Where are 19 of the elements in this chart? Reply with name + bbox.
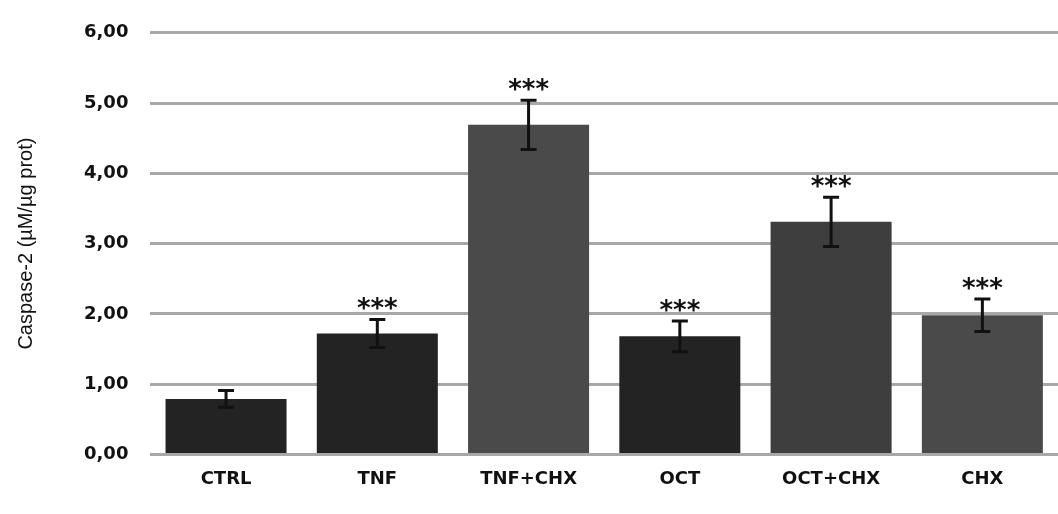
annotation: *** [508, 74, 550, 105]
x-tick-label: TNF+CHX [480, 466, 578, 488]
annotation: *** [961, 272, 1004, 303]
y-tick-label: 4,00 [83, 161, 129, 183]
y-axis-title: Caspase-2 (µM/µg prot) [13, 137, 36, 350]
x-tick-label: CTRL [200, 466, 252, 488]
x-tick-label: OCT+CHX [782, 466, 881, 488]
annotation: *** [356, 293, 399, 324]
y-tick-label: 1,00 [83, 371, 129, 393]
annotation: *** [810, 170, 852, 201]
y-tick-label: 5,00 [83, 90, 129, 112]
x-tick-label: OCT [659, 466, 701, 488]
y-tick-label: 3,00 [83, 231, 129, 253]
y-tick-label: 2,00 [83, 301, 129, 323]
y-tick-label: 0,00 [83, 442, 129, 464]
x-tick-label: CHX [961, 466, 1004, 488]
x-tick-label: TNF [357, 466, 398, 488]
annotation: *** [659, 294, 701, 325]
y-tick-label: 6,00 [83, 20, 129, 42]
